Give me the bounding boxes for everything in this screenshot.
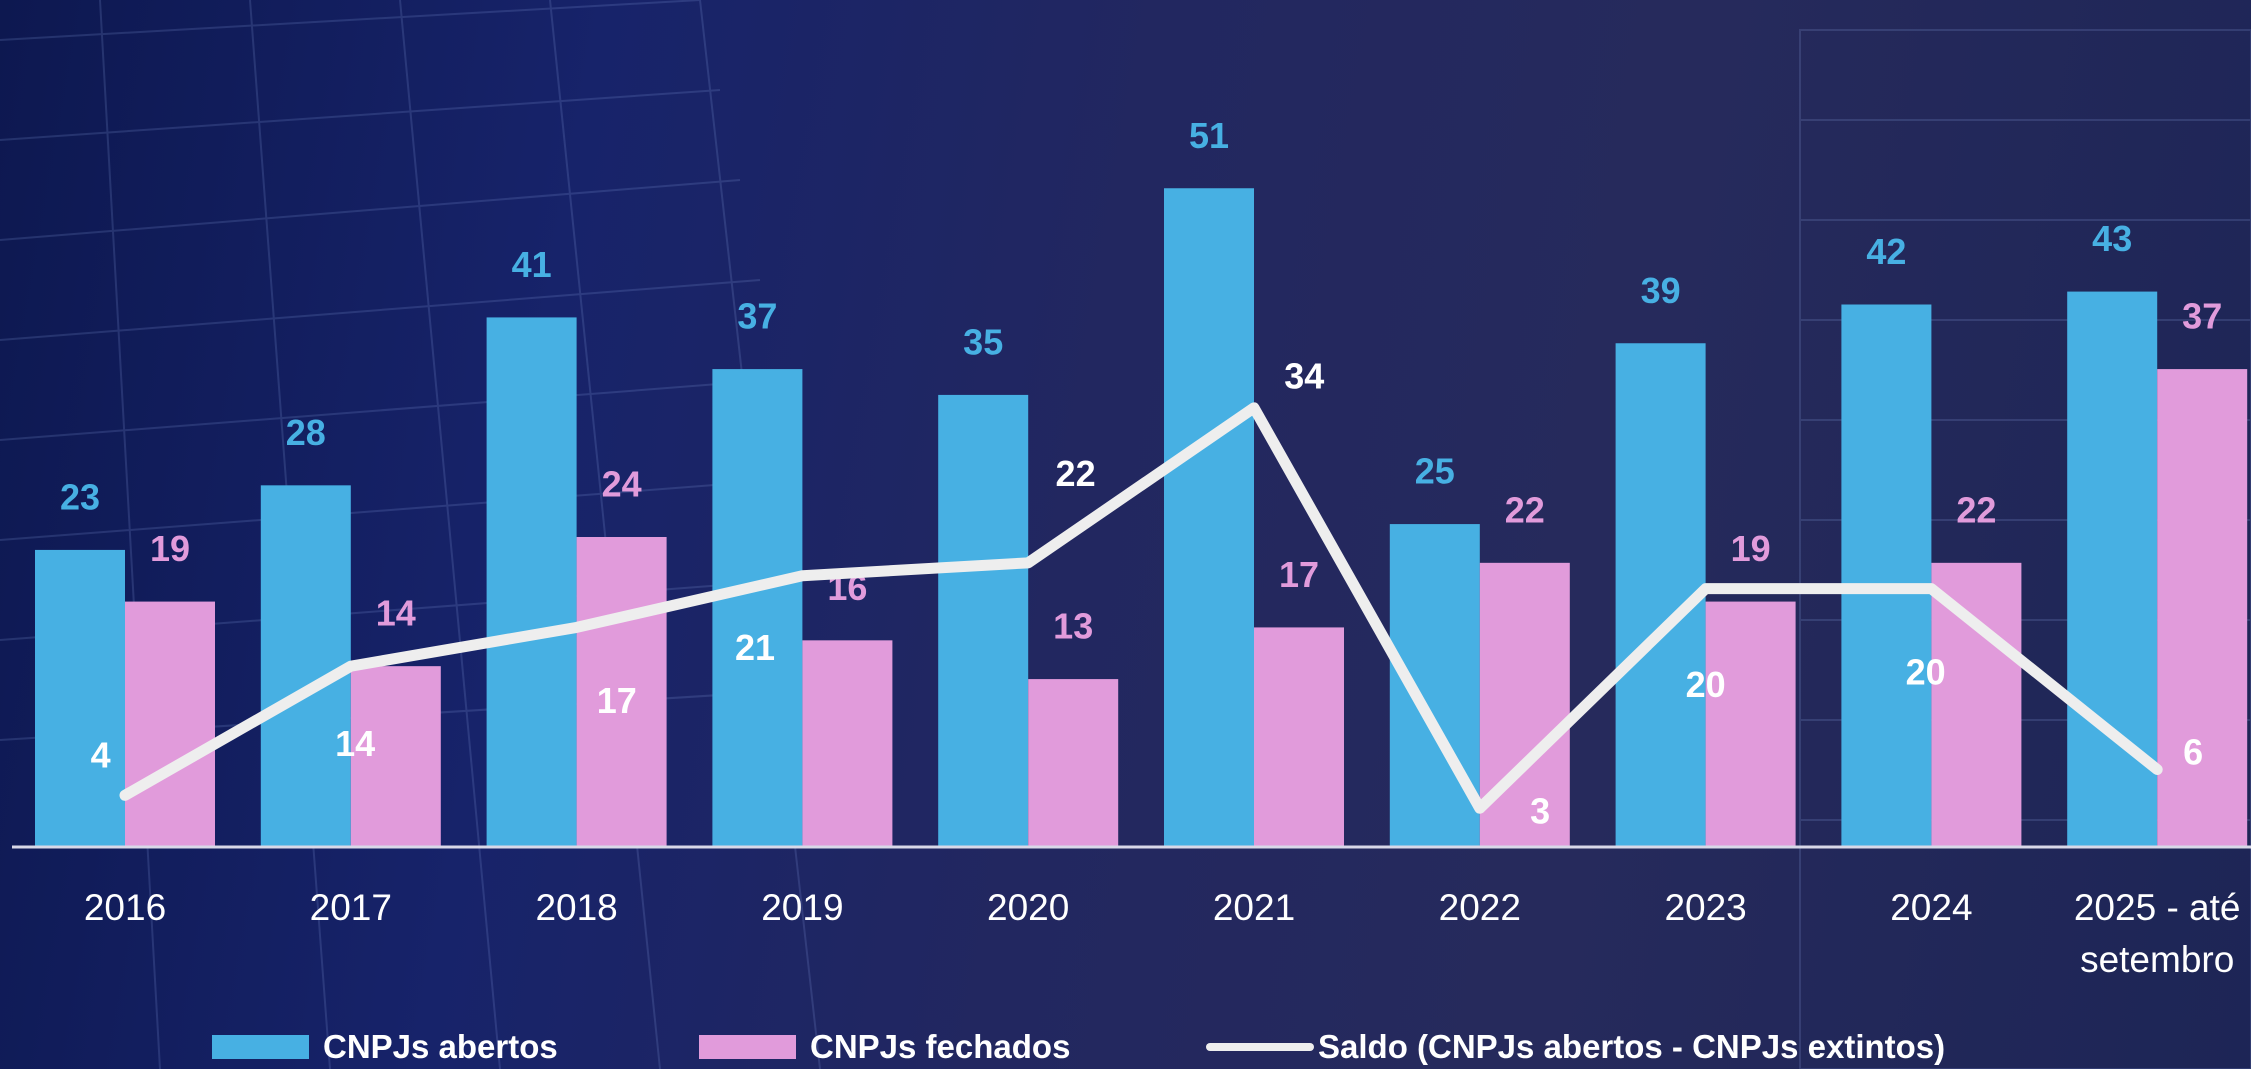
x-tick-label: 2022 xyxy=(1438,887,1521,928)
bar xyxy=(1931,562,2022,847)
line-value-label: 20 xyxy=(1686,664,1726,705)
bar-value-label: 37 xyxy=(2182,296,2222,337)
bar xyxy=(802,640,893,847)
bar xyxy=(486,317,577,848)
x-tick-label: 2023 xyxy=(1664,887,1747,928)
bar-value-label: 35 xyxy=(963,321,1003,362)
legend-label: Saldo (CNPJs abertos - CNPJs extintos) xyxy=(1318,1028,1946,1065)
bar-value-label: 28 xyxy=(286,412,326,453)
bar xyxy=(712,369,803,847)
bar-value-label: 22 xyxy=(1505,489,1545,530)
line-value-label: 3 xyxy=(1530,791,1550,832)
bar xyxy=(576,537,667,847)
bar xyxy=(2157,369,2248,847)
x-tick-label: 2021 xyxy=(1212,887,1296,928)
legend-swatch xyxy=(1206,1043,1314,1051)
x-tick-label: 2025 - até setembro xyxy=(2073,887,2241,980)
x-tick-label: 2016 xyxy=(83,887,167,928)
legend: CNPJs abertos CNPJs fechados Saldo (CNPJs … xyxy=(0,1028,2251,1069)
line-value-label: 21 xyxy=(735,627,775,668)
line-value-label: 6 xyxy=(2183,732,2203,773)
bar xyxy=(35,549,125,847)
bar xyxy=(125,601,215,847)
bar xyxy=(1389,524,1480,847)
legend-item: Saldo (CNPJs abertos - CNPJs extintos) xyxy=(1206,1028,1945,1066)
bar xyxy=(350,666,441,847)
line-value-label: 17 xyxy=(597,680,637,721)
legend-swatch xyxy=(699,1035,796,1059)
bar xyxy=(1479,562,1570,847)
x-tick-label: 2018 xyxy=(535,887,618,928)
bar-value-label: 24 xyxy=(602,464,642,505)
bar-value-label: 51 xyxy=(1189,115,1229,156)
x-tick-label: 2020 xyxy=(987,887,1070,928)
bar xyxy=(938,394,1029,847)
bar xyxy=(260,485,351,847)
line-value-label: 20 xyxy=(1906,651,1946,692)
bar-value-label: 43 xyxy=(2092,218,2132,259)
bar xyxy=(1028,679,1119,847)
line-value-label: 14 xyxy=(335,723,375,764)
bar-value-label: 25 xyxy=(1415,451,1455,492)
x-tick-label: 2019 xyxy=(761,887,844,928)
bar xyxy=(1615,343,1706,847)
bar-value-label: 22 xyxy=(1956,489,1996,530)
bar xyxy=(1841,304,1932,847)
line-series xyxy=(119,402,2163,814)
bar-value-label: 37 xyxy=(737,296,777,337)
bar xyxy=(1164,188,1254,847)
bar xyxy=(1705,601,1796,847)
x-tick-label: 2017 xyxy=(309,887,392,928)
bar-value-label: 41 xyxy=(512,244,552,285)
legend-item: CNPJs fechados xyxy=(699,1028,1070,1066)
bar-value-label: 42 xyxy=(1866,231,1906,272)
legend-label: CNPJs fechados xyxy=(810,1028,1071,1065)
legend-swatch xyxy=(212,1035,309,1059)
bar-value-label: 19 xyxy=(150,528,190,569)
line-value-label: 22 xyxy=(1056,453,1096,494)
x-tick-label: 2024 xyxy=(1890,887,1973,928)
bar-value-label: 14 xyxy=(376,593,416,634)
bar-value-label: 39 xyxy=(1641,270,1681,311)
bar xyxy=(1254,627,1344,847)
line-value-label: 4 xyxy=(91,735,111,776)
bar-value-label: 19 xyxy=(1731,528,1771,569)
bar-value-label: 17 xyxy=(1279,554,1319,595)
line-value-label: 34 xyxy=(1284,356,1324,397)
bar-value-label: 23 xyxy=(60,476,100,517)
legend-item: CNPJs abertos xyxy=(212,1028,558,1066)
legend-label: CNPJs abertos xyxy=(323,1028,558,1065)
bar-value-label: 13 xyxy=(1053,606,1093,647)
